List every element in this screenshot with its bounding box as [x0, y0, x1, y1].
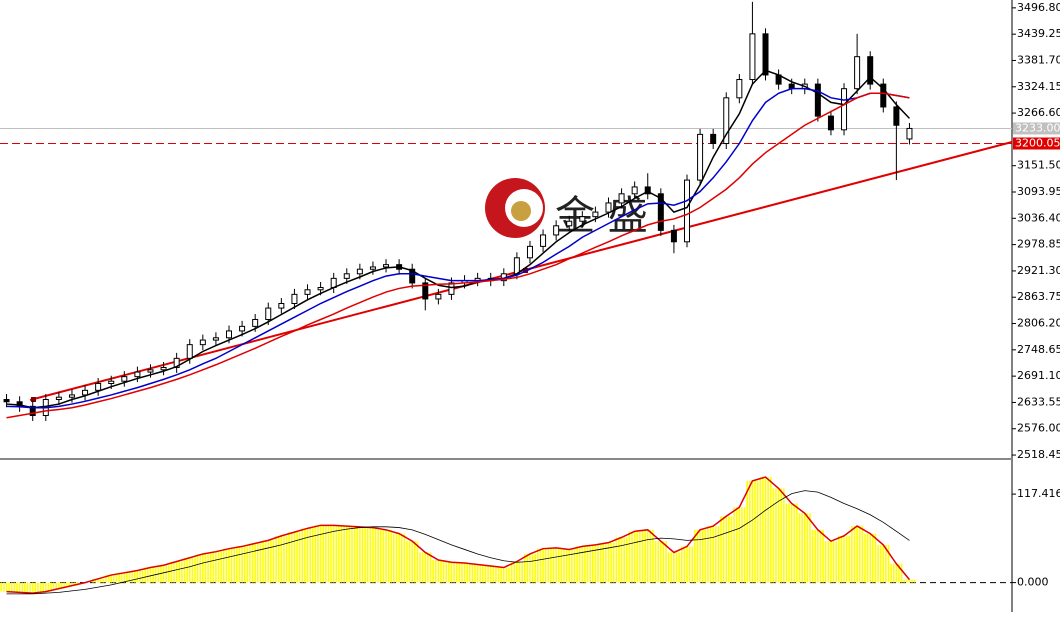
candle-body	[291, 293, 298, 305]
y-tick-label: 2691.10	[1017, 369, 1060, 382]
candle-body	[867, 56, 874, 85]
signal-line	[6, 490, 910, 595]
candle-body	[409, 268, 416, 284]
candle-body	[697, 133, 704, 181]
candle-body	[82, 389, 89, 396]
candle-body	[212, 337, 219, 341]
moving-average	[6, 87, 910, 409]
candle-body	[265, 307, 272, 321]
price-tag-label: 3233.00	[1015, 121, 1060, 134]
candle-body	[631, 186, 638, 195]
anchor	[31, 397, 36, 402]
candle-body	[579, 216, 586, 222]
y-tick-label: 3439.25	[1017, 27, 1060, 40]
candle-body	[435, 293, 442, 300]
candle-body	[304, 289, 311, 295]
y-tick-label: 117.416	[1017, 487, 1060, 500]
candle-body	[356, 268, 363, 275]
y-tick-label: 3496.80	[1017, 1, 1060, 14]
y-tick-label: 3381.70	[1017, 53, 1060, 66]
candle-body	[55, 396, 62, 400]
moving-average	[6, 69, 910, 409]
candle-body	[173, 357, 180, 368]
candle-body	[553, 225, 560, 236]
candle-body	[854, 56, 861, 90]
candle-body	[448, 282, 455, 295]
y-tick-label: 2748.65	[1017, 343, 1060, 356]
candle-body	[526, 245, 533, 259]
price-tag	[1013, 122, 1060, 135]
candle-body	[592, 211, 599, 218]
candle-body	[160, 366, 167, 371]
candle-body	[186, 344, 193, 359]
candle-body	[749, 33, 756, 81]
candle-body	[68, 394, 75, 398]
candle-body	[422, 282, 429, 300]
candle-body	[880, 83, 887, 108]
candle-body	[723, 97, 730, 145]
candle-body	[644, 186, 651, 195]
y-tick-label: 2863.75	[1017, 290, 1060, 303]
candle-body	[343, 273, 350, 279]
candle-body	[906, 127, 913, 140]
candle-body	[226, 330, 232, 339]
candle-body	[710, 133, 717, 145]
candle-body	[147, 369, 154, 373]
price-tag	[1013, 137, 1060, 150]
candle-body	[684, 179, 690, 243]
candle-body	[762, 33, 769, 76]
candle-body	[618, 193, 625, 204]
y-tick-label: 3036.40	[1017, 211, 1060, 224]
logo	[511, 201, 531, 221]
candle-body	[540, 234, 547, 247]
y-tick-label: 3093.95	[1017, 185, 1060, 198]
candle-body	[841, 88, 848, 131]
y-tick-label: 0.000	[1017, 576, 1049, 589]
candle-body	[383, 264, 390, 268]
candle-body	[736, 79, 743, 99]
price-tag-label: 3200.05	[1015, 137, 1060, 150]
candle-body	[29, 405, 36, 416]
y-tick-label: 3151.50	[1017, 159, 1060, 172]
moving-average	[6, 92, 910, 419]
y-tick-label: 3324.15	[1017, 80, 1060, 93]
candle-body	[605, 202, 612, 213]
candle-body	[657, 193, 664, 231]
candle-body	[252, 319, 259, 327]
y-tick-label: 2921.30	[1017, 264, 1060, 277]
y-tick-label: 3266.60	[1017, 106, 1060, 119]
candle-body	[827, 115, 834, 131]
candle-body	[278, 303, 285, 309]
candle-body	[814, 83, 821, 117]
y-tick-label: 2978.85	[1017, 238, 1060, 251]
candle-body	[670, 229, 677, 243]
candle-body	[239, 325, 246, 332]
candle-body	[134, 371, 141, 378]
candle-body	[317, 287, 324, 291]
candle-body	[3, 398, 10, 403]
candle-body	[108, 380, 115, 384]
y-tick-label: 2806.20	[1017, 317, 1060, 330]
candle-body	[566, 220, 573, 227]
candle-body	[199, 339, 206, 346]
candle-body	[513, 257, 520, 275]
candle-body	[893, 106, 900, 126]
candle-body	[95, 382, 102, 391]
y-tick-label: 2576.00	[1017, 422, 1060, 435]
y-tick-label: 2633.55	[1017, 395, 1060, 408]
candle-body	[121, 376, 128, 382]
macd-line	[6, 476, 911, 594]
y-tick-label: 2518.45	[1017, 448, 1060, 461]
candle-body	[369, 266, 376, 270]
